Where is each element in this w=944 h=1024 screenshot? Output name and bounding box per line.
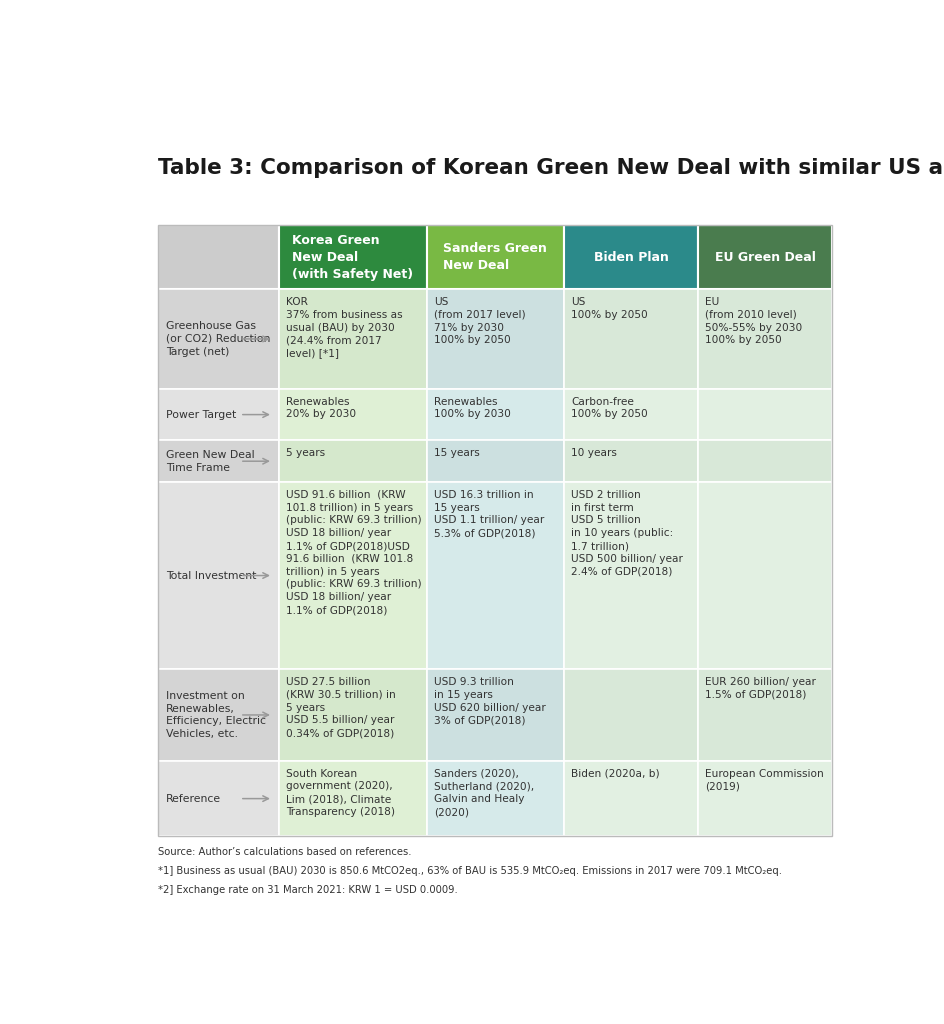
Bar [698, 669, 832, 761]
Text: USD 9.3 trillion
in 15 years
USD 620 billion/ year
3% of GDP(2018): USD 9.3 trillion in 15 years USD 620 bil… [433, 677, 545, 725]
Bar [698, 389, 832, 440]
Text: 5 years: 5 years [286, 449, 325, 459]
Text: Sanders (2020),
Sutherland (2020),
Galvin and Healy
(2020): Sanders (2020), Sutherland (2020), Galvi… [433, 769, 533, 817]
Bar [564, 389, 698, 440]
Bar [698, 440, 832, 482]
Text: Green New Deal
Time Frame: Green New Deal Time Frame [165, 450, 254, 473]
Text: *1] Business as usual (BAU) 2030 is 850.6 MtCO2eq., 63% of BAU is 535.9 MtCO₂eq.: *1] Business as usual (BAU) 2030 is 850.… [159, 865, 782, 876]
Text: USD 2 trillion
in first term
USD 5 trillion
in 10 years (public:
1.7 trillion)
U: USD 2 trillion in first term USD 5 trill… [571, 489, 683, 577]
Text: Biden (2020a, b): Biden (2020a, b) [571, 769, 659, 778]
Text: European Commission
(2019): European Commission (2019) [705, 769, 823, 792]
Bar [159, 225, 832, 837]
Bar [278, 669, 426, 761]
Text: Table 3: Comparison of Korean Green New Deal with similar US and EU proposals: Table 3: Comparison of Korean Green New … [159, 159, 944, 178]
Text: Greenhouse Gas
(or CO2) Reduction
Target (net): Greenhouse Gas (or CO2) Reduction Target… [165, 322, 270, 356]
Bar [159, 389, 278, 440]
Bar [426, 289, 564, 389]
Bar [564, 225, 698, 289]
Bar [278, 289, 426, 389]
Text: Total Investment: Total Investment [165, 570, 256, 581]
Bar [159, 225, 278, 289]
Bar [698, 482, 832, 669]
Text: Carbon-free
100% by 2050: Carbon-free 100% by 2050 [571, 396, 648, 420]
Bar [278, 761, 426, 837]
Bar [564, 482, 698, 669]
Text: *2] Exchange rate on 31 March 2021: KRW 1 = USD 0.0009.: *2] Exchange rate on 31 March 2021: KRW … [159, 885, 458, 895]
Text: KOR
37% from business as
usual (BAU) by 2030
(24.4% from 2017
level) [*1]: KOR 37% from business as usual (BAU) by … [286, 297, 402, 358]
Text: 15 years: 15 years [433, 449, 480, 459]
Text: EU
(from 2010 level)
50%-55% by 2030
100% by 2050: EU (from 2010 level) 50%-55% by 2030 100… [705, 297, 801, 345]
Bar [426, 761, 564, 837]
Bar [698, 289, 832, 389]
Bar [278, 225, 426, 289]
Bar [159, 289, 278, 389]
Text: Source: Author’s calculations based on references.: Source: Author’s calculations based on r… [159, 847, 412, 857]
Bar [564, 440, 698, 482]
Text: USD 27.5 billion
(KRW 30.5 trillion) in
5 years
USD 5.5 billion/ year
0.34% of G: USD 27.5 billion (KRW 30.5 trillion) in … [286, 677, 396, 738]
Text: US
100% by 2050: US 100% by 2050 [571, 297, 648, 319]
Text: USD 16.3 trillion in
15 years
USD 1.1 trillion/ year
5.3% of GDP(2018): USD 16.3 trillion in 15 years USD 1.1 tr… [433, 489, 544, 539]
Bar [426, 482, 564, 669]
Text: Korea Green
New Deal
(with Safety Net): Korea Green New Deal (with Safety Net) [292, 233, 413, 281]
Text: South Korean
government (2020),
Lim (2018), Climate
Transparency (2018): South Korean government (2020), Lim (201… [286, 769, 395, 817]
Bar [159, 440, 278, 482]
Text: Renewables
100% by 2030: Renewables 100% by 2030 [433, 396, 510, 420]
Text: Power Target: Power Target [165, 410, 236, 420]
Bar [564, 669, 698, 761]
Bar [426, 440, 564, 482]
Bar [564, 761, 698, 837]
Bar [698, 225, 832, 289]
Text: EUR 260 billion/ year
1.5% of GDP(2018): EUR 260 billion/ year 1.5% of GDP(2018) [705, 677, 816, 699]
Bar [159, 669, 278, 761]
Bar [159, 761, 278, 837]
Bar [278, 440, 426, 482]
Text: 10 years: 10 years [571, 449, 616, 459]
Text: Biden Plan: Biden Plan [593, 251, 667, 264]
Bar [564, 289, 698, 389]
Text: US
(from 2017 level)
71% by 2030
100% by 2050: US (from 2017 level) 71% by 2030 100% by… [433, 297, 525, 345]
Bar [426, 669, 564, 761]
Text: Reference: Reference [165, 794, 221, 804]
Text: Sanders Green
New Deal: Sanders Green New Deal [443, 243, 547, 272]
Bar [278, 482, 426, 669]
Text: Renewables
20% by 2030: Renewables 20% by 2030 [286, 396, 356, 420]
Bar [159, 482, 278, 669]
Bar [698, 761, 832, 837]
Text: EU Green Deal: EU Green Deal [714, 251, 815, 264]
Text: Investment on
Renewables,
Efficiency, Electric
Vehicles, etc.: Investment on Renewables, Efficiency, El… [165, 691, 265, 739]
Bar [426, 225, 564, 289]
Bar [278, 389, 426, 440]
Bar [426, 389, 564, 440]
Text: USD 91.6 billion  (KRW
101.8 trillion) in 5 years
(public: KRW 69.3 trillion)
US: USD 91.6 billion (KRW 101.8 trillion) in… [286, 489, 421, 615]
